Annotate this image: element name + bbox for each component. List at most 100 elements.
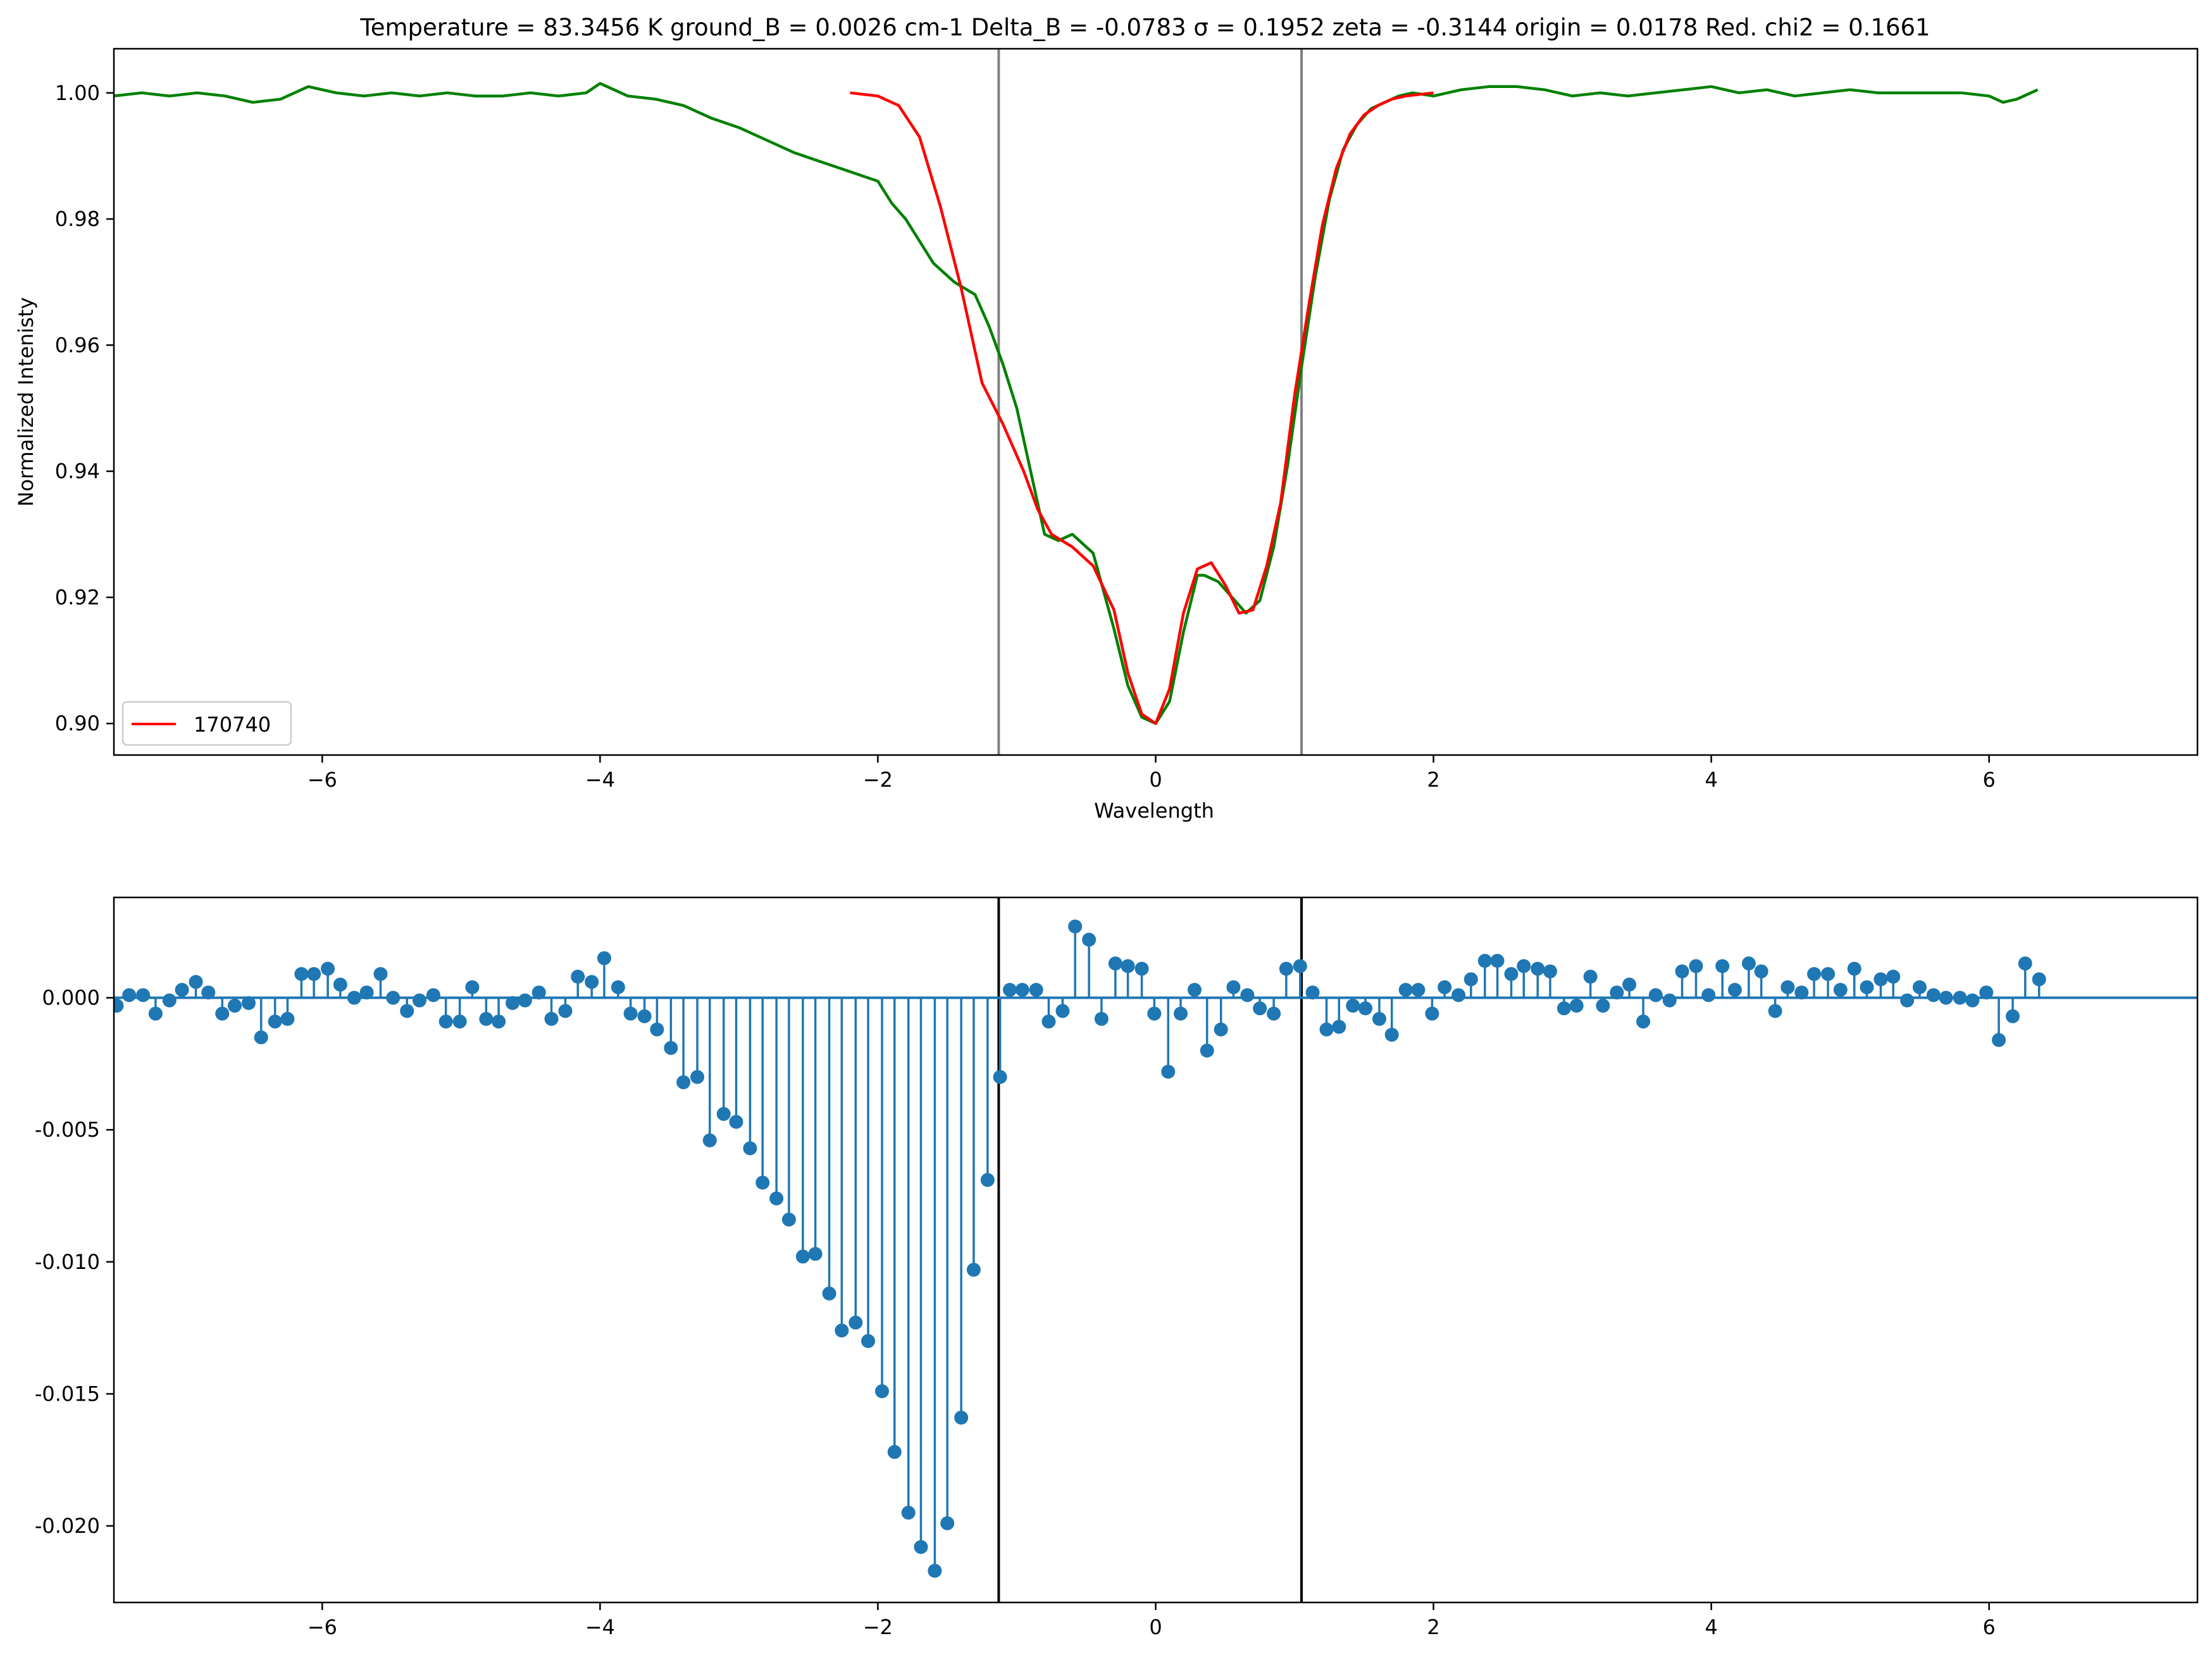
stem-marker: [1636, 1015, 1651, 1029]
stem-marker: [1041, 1015, 1056, 1029]
bottom-chart-plot-area: −6 −4 −2 0 2 4 6 -0.020 -0.015 -0.010 -0.005 0.000: [35, 896, 2199, 1639]
stem-marker: [1689, 959, 1703, 973]
bottom-chart-y-tick-label: -0.005: [35, 1118, 100, 1142]
stem-marker: [412, 993, 426, 1008]
stem-marker: [1807, 966, 1822, 981]
stem-marker: [1754, 964, 1768, 978]
stem-marker: [1912, 980, 1927, 994]
stem-marker: [729, 1115, 743, 1129]
stem-marker: [479, 1011, 494, 1026]
legend-box: [121, 701, 292, 746]
stem-marker: [914, 1540, 928, 1554]
stem-marker: [307, 966, 321, 981]
stem-marker: [1953, 990, 1967, 1005]
stem-marker: [1741, 956, 1756, 971]
stem-marker: [1253, 1001, 1267, 1016]
stem-marker: [280, 1011, 295, 1026]
stem-marker: [1425, 1006, 1439, 1021]
stem-marker: [1610, 985, 1624, 1000]
top-chart-x-tick-label: −4: [585, 768, 615, 792]
stem-marker: [1992, 1033, 2006, 1047]
stem-marker: [1438, 980, 1452, 994]
stem-marker: [1622, 977, 1637, 992]
top-chart-x-tick-label: 4: [1705, 768, 1717, 792]
stem-marker: [1569, 999, 1584, 1013]
bottom-chart-x-tick-label: 6: [1983, 1615, 1996, 1639]
top-chart-x-tick-label: 2: [1427, 768, 1439, 792]
stem-marker: [1029, 983, 1043, 997]
stem-marker: [1319, 1022, 1334, 1037]
stem-marker: [980, 1173, 995, 1187]
stem-marker: [769, 1191, 784, 1206]
stem-marker: [321, 961, 335, 976]
stem-marker: [1451, 988, 1466, 1002]
stem-marker: [1886, 970, 1901, 984]
stem-marker: [1821, 966, 1836, 981]
stem-marker: [1305, 985, 1320, 1000]
stem-marker: [676, 1075, 691, 1090]
stem-marker: [268, 1015, 282, 1029]
stem-marker: [1701, 988, 1716, 1002]
top-chart-y-tick-label: 0.94: [55, 459, 100, 484]
stem-marker: [940, 1516, 955, 1530]
stem-marker: [1477, 954, 1492, 968]
bottom-chart-y-tick-label: -0.020: [35, 1514, 100, 1538]
stem-marker: [1596, 999, 1610, 1013]
stem-marker: [1332, 1020, 1346, 1034]
top-chart-y-tick-label: 0.90: [55, 711, 100, 735]
stem-marker: [1240, 988, 1255, 1002]
stem-marker: [1675, 964, 1689, 978]
top-chart-x-axis-label: Wavelength: [1094, 799, 1214, 823]
stem-marker: [148, 1006, 163, 1021]
stem-marker: [1147, 1006, 1162, 1021]
stem-marker: [623, 1006, 638, 1021]
stem-marker: [901, 1506, 916, 1520]
stem-marker: [1847, 961, 1861, 976]
stem-marker: [1200, 1043, 1214, 1058]
stem-marker: [1543, 964, 1557, 978]
top-chart-legend: 170740: [121, 701, 292, 746]
top-chart-series-observed-line: [114, 82, 2039, 725]
stem-marker: [1860, 980, 1874, 994]
bottom-chart-x-tick-label: −4: [585, 1615, 615, 1639]
bottom-chart-x-tick-label: 4: [1705, 1615, 1717, 1639]
stem-marker: [781, 1213, 796, 1227]
stem-marker: [637, 1009, 652, 1023]
top-chart-series-170740-line: [850, 91, 1434, 725]
bottom-chart-y-tick-label: -0.010: [35, 1250, 100, 1274]
stem-marker: [1002, 983, 1017, 997]
stem-marker: [928, 1563, 942, 1578]
stem-marker: [1398, 983, 1413, 997]
stem-marker: [835, 1323, 849, 1338]
stem-marker: [1411, 983, 1426, 997]
stem-marker: [1648, 988, 1663, 1002]
stem-marker: [993, 1070, 1007, 1084]
top-chart-plot-area: −6 −4 −2 0 2 4 6 0.90 0.92 0.94 0.96 0.98 1.00: [55, 47, 2199, 792]
stem-marker: [966, 1263, 981, 1277]
stem-marker: [1490, 954, 1505, 968]
stem-marker: [1094, 1011, 1109, 1026]
stem-marker: [1384, 1027, 1399, 1042]
stem-marker: [400, 1004, 414, 1018]
stem-marker: [1068, 919, 1083, 934]
top-chart-frame: [113, 47, 2199, 756]
stem-marker: [438, 1015, 453, 1029]
bottom-chart-y-tick-label: 0.000: [42, 986, 100, 1010]
stem-marker: [241, 996, 256, 1010]
stem-marker: [359, 985, 374, 1000]
stem-marker: [189, 975, 203, 989]
stem-marker: [954, 1410, 969, 1425]
bottom-chart-x-tick-label: 0: [1149, 1615, 1162, 1639]
stem-marker: [1873, 972, 1888, 987]
top-chart-y-tick-label: 1.00: [55, 81, 100, 105]
bottom-chart-x-tick-label: −2: [863, 1615, 893, 1639]
stem-marker: [201, 985, 216, 1000]
top-chart-y-tick-label: 0.96: [55, 333, 100, 357]
stem-marker: [611, 980, 625, 994]
stem-marker: [795, 1249, 810, 1264]
stem-marker: [597, 951, 611, 965]
stem-marker: [386, 990, 401, 1005]
stem-marker: [1293, 959, 1307, 973]
stem-marker: [122, 988, 137, 1002]
